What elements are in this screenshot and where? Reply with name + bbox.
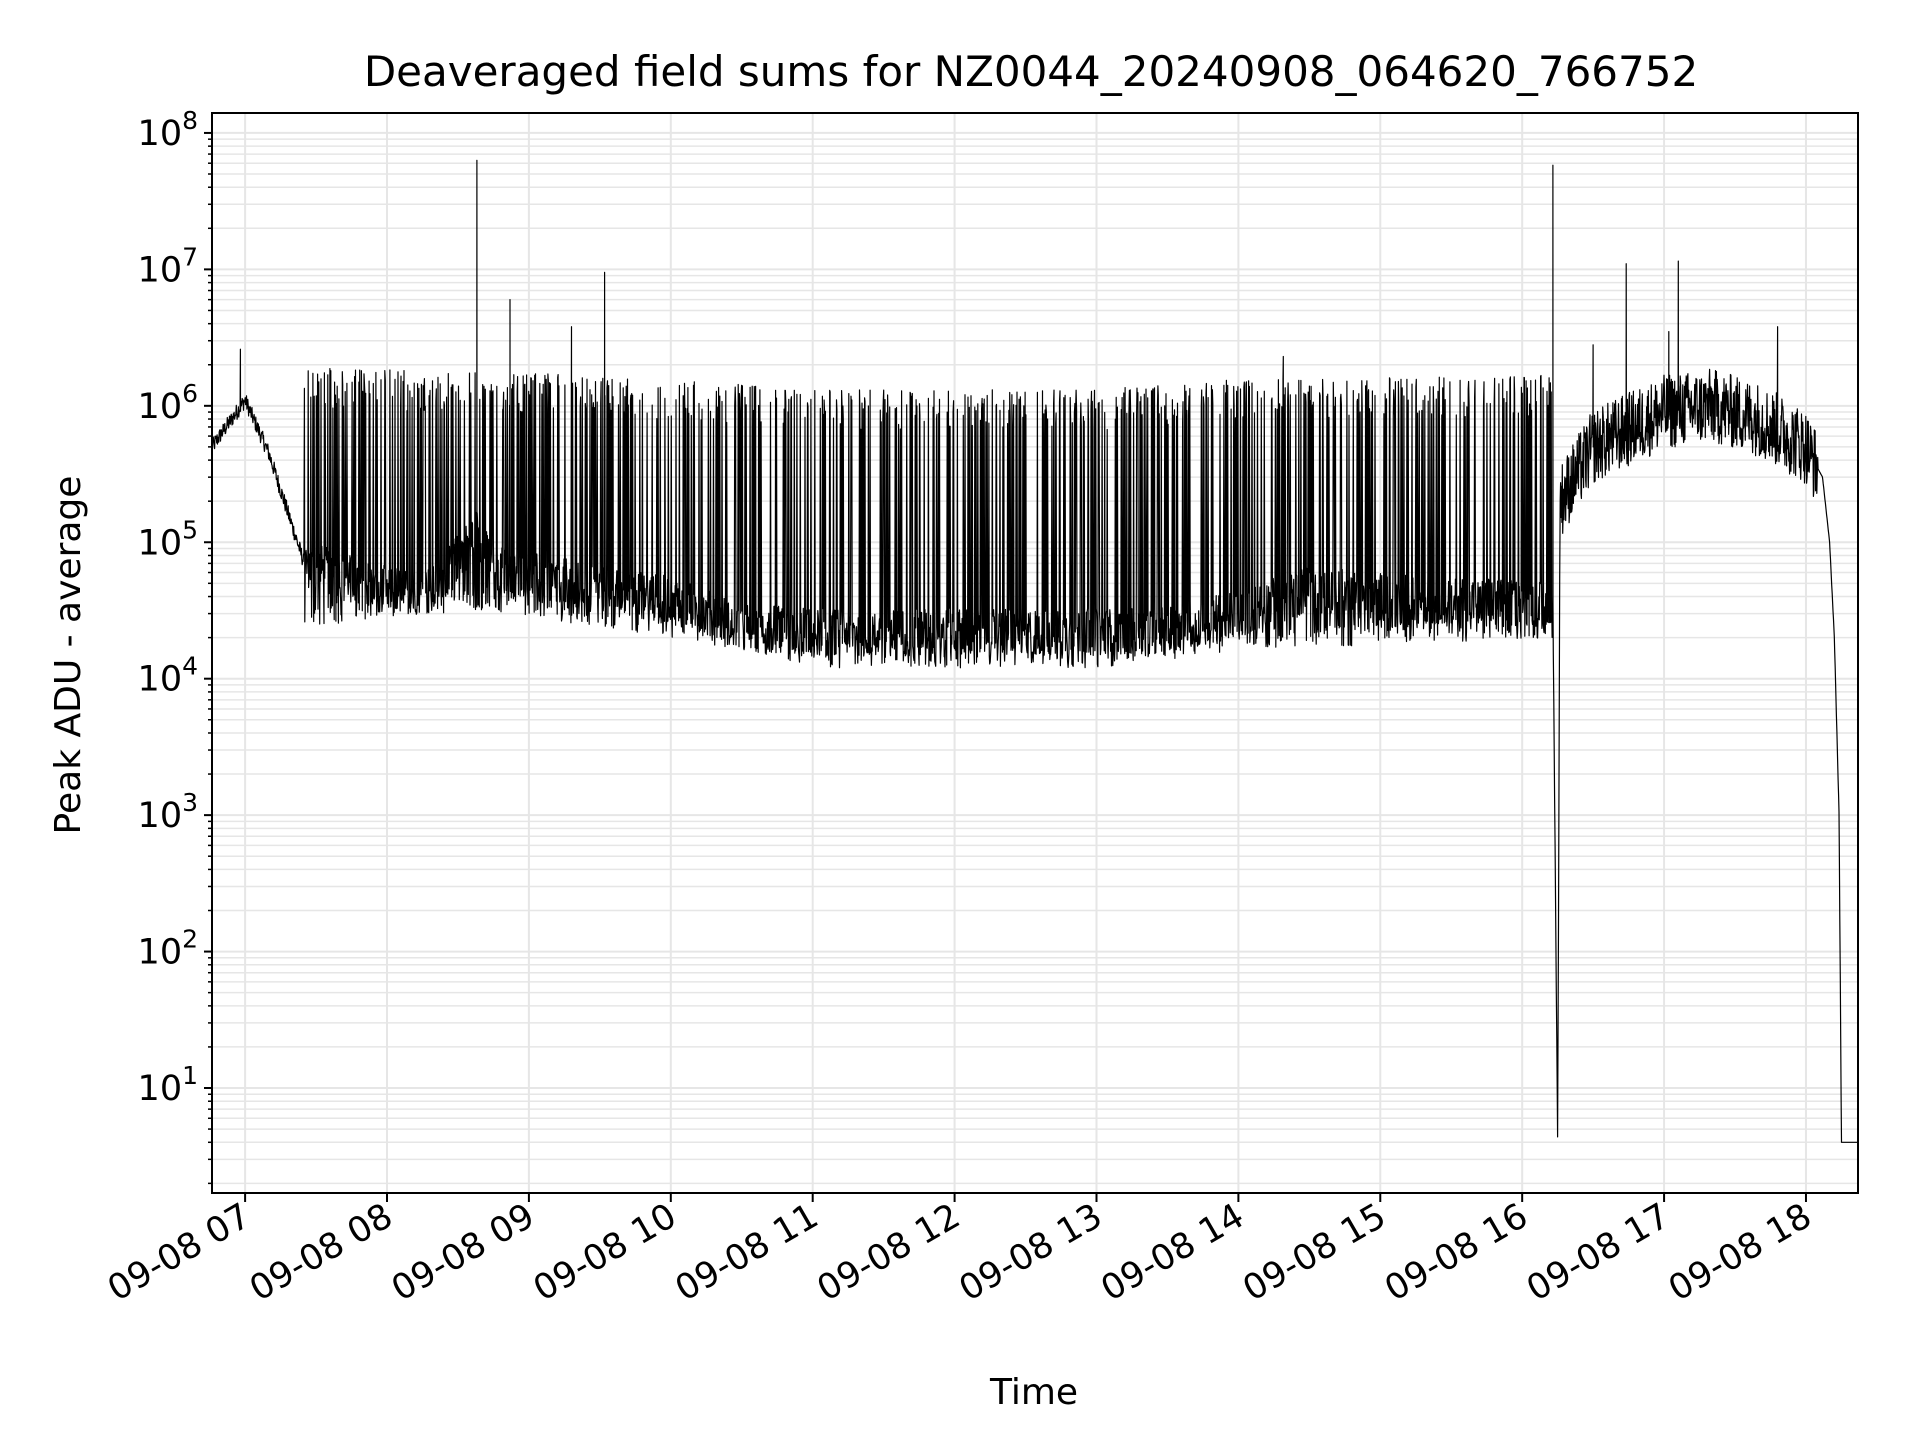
y-tick-label: 104 [138, 652, 198, 700]
x-axis-label: Time [989, 1372, 1078, 1413]
y-tick-label: 101 [138, 1061, 198, 1109]
series-layer [212, 159, 1858, 1143]
y-tick-label: 107 [138, 242, 198, 290]
y-tick-label: 102 [138, 925, 198, 973]
y-tick-label: 105 [138, 515, 198, 563]
series-line [212, 159, 1858, 1143]
plot-frame [211, 112, 1859, 1194]
chart-title: Deaveraged field sums for NZ0044_2024090… [364, 47, 1698, 96]
y-axis: 101 102 103 104 105 106 107 108 [138, 106, 212, 1185]
y-tick-label: 106 [138, 379, 198, 427]
y-tick-label: 103 [138, 788, 198, 836]
y-axis-label: Peak ADU - average [48, 476, 89, 835]
y-tick-label: 108 [138, 106, 198, 154]
